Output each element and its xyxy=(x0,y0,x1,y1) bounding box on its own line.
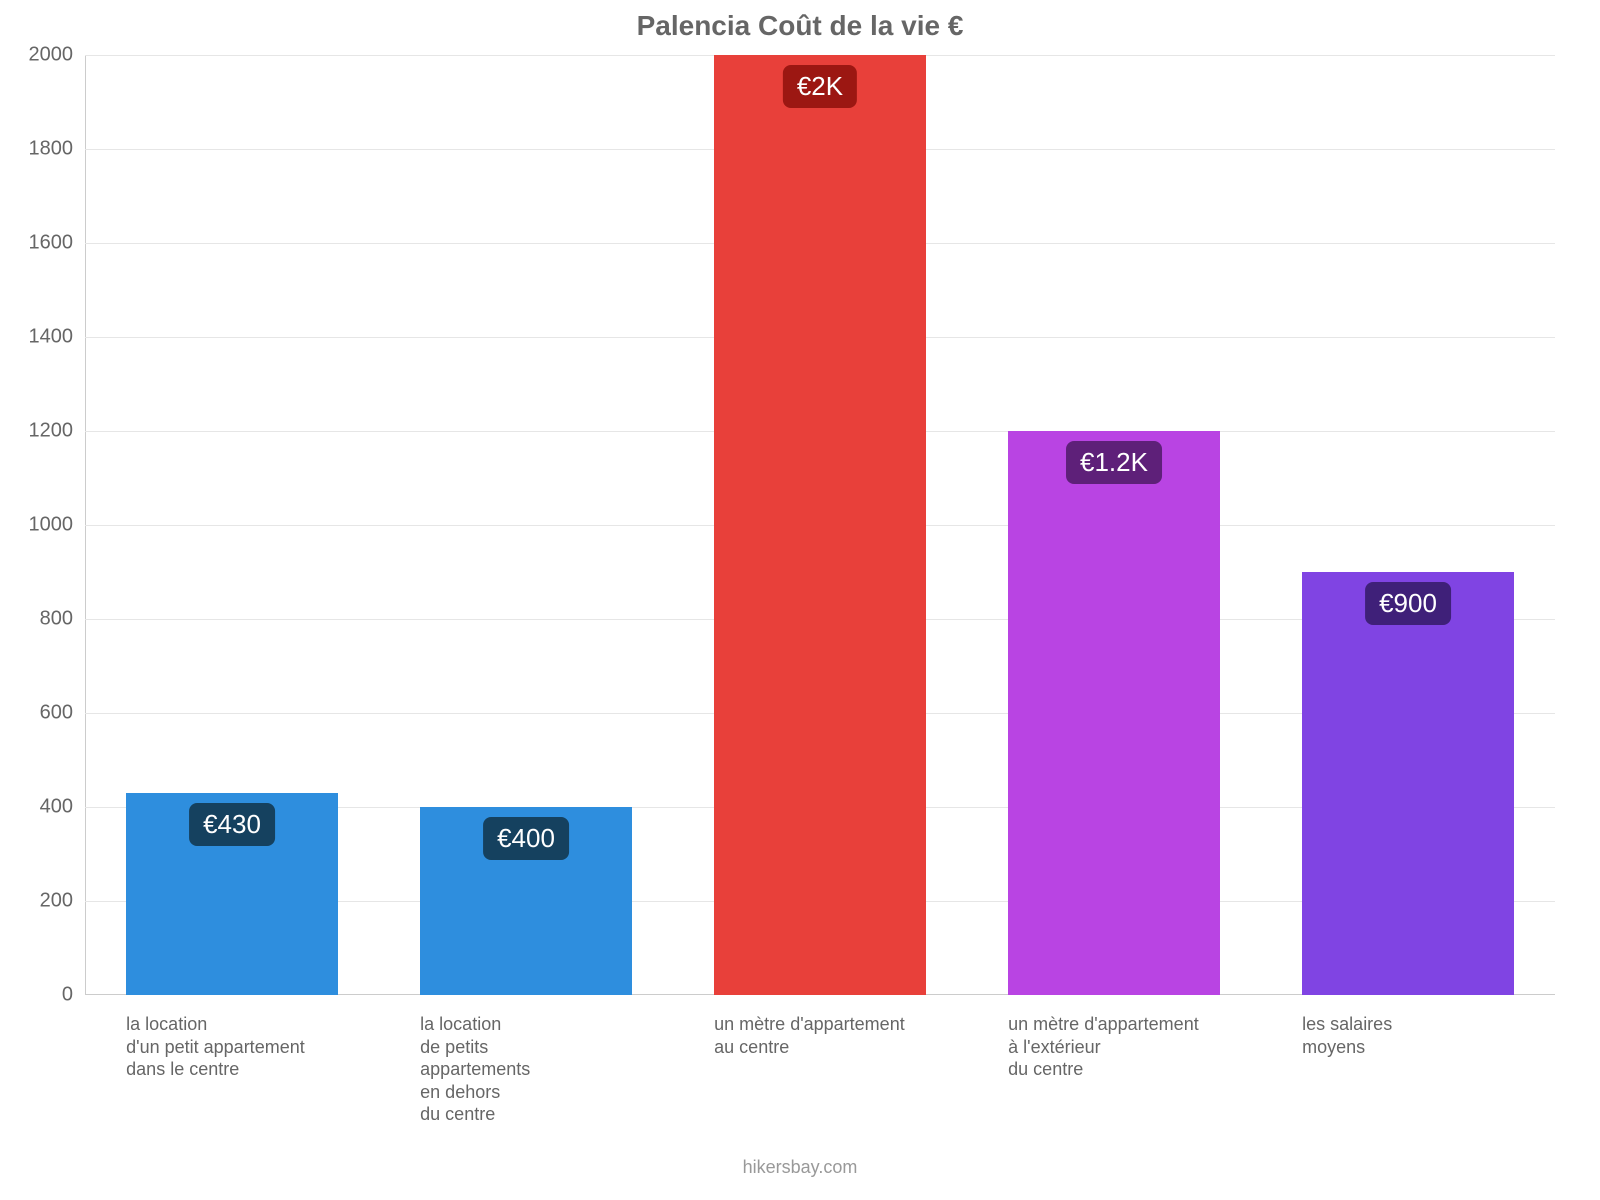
bar-value-label: €400 xyxy=(483,817,569,860)
bar-value-label: €430 xyxy=(189,803,275,846)
bar: €1.2K xyxy=(1008,431,1220,995)
x-tick-label: la location de petits appartements en de… xyxy=(420,1013,632,1126)
bar-value-label: €2K xyxy=(783,65,857,108)
chart-footer: hikersbay.com xyxy=(0,1157,1600,1178)
x-tick-label: un mètre d'appartement à l'extérieur du … xyxy=(1008,1013,1220,1081)
bar: €430 xyxy=(126,793,338,995)
y-tick-label: 400 xyxy=(40,796,73,819)
bar: €2K xyxy=(714,55,926,995)
y-tick-label: 0 xyxy=(62,984,73,1007)
bar: €400 xyxy=(420,807,632,995)
bar-value-label: €900 xyxy=(1365,582,1451,625)
bar: €900 xyxy=(1302,572,1514,995)
x-tick-label: la location d'un petit appartement dans … xyxy=(126,1013,338,1081)
chart-container: Palencia Coût de la vie € 02004006008001… xyxy=(0,0,1600,1200)
chart-title: Palencia Coût de la vie € xyxy=(0,10,1600,42)
y-tick-label: 1800 xyxy=(29,138,74,161)
y-tick-label: 600 xyxy=(40,702,73,725)
x-tick-label: les salaires moyens xyxy=(1302,1013,1514,1058)
y-tick-label: 2000 xyxy=(29,44,74,67)
y-tick-label: 800 xyxy=(40,608,73,631)
y-tick-label: 1000 xyxy=(29,514,74,537)
bar-value-label: €1.2K xyxy=(1066,441,1162,484)
y-tick-label: 1600 xyxy=(29,232,74,255)
y-tick-label: 200 xyxy=(40,890,73,913)
plot-area: 0200400600800100012001400160018002000€43… xyxy=(85,55,1555,995)
x-tick-label: un mètre d'appartement au centre xyxy=(714,1013,926,1058)
y-tick-label: 1200 xyxy=(29,420,74,443)
y-tick-label: 1400 xyxy=(29,326,74,349)
